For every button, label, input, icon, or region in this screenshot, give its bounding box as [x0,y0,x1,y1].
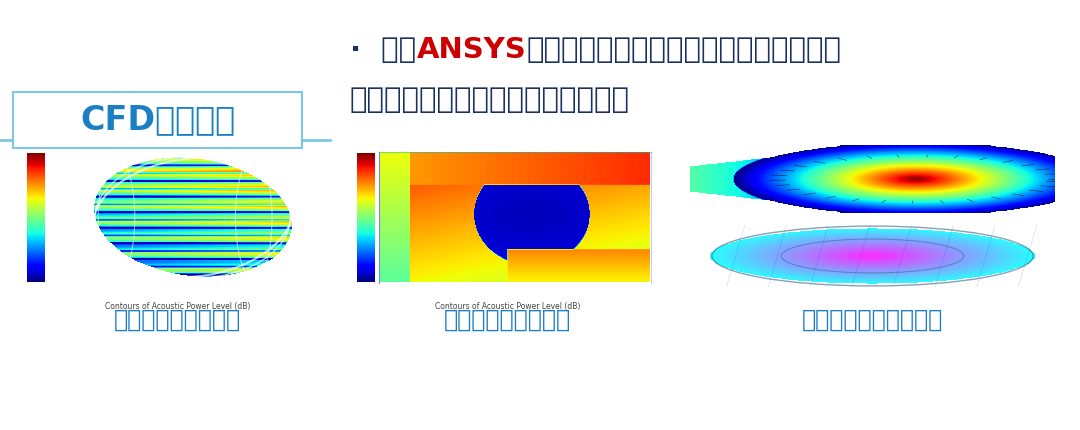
FancyBboxPatch shape [13,92,302,148]
Text: 风机内部截面速度分布: 风机内部截面速度分布 [801,308,943,332]
Text: 蜗壳表面噪声源分布: 蜗壳表面噪声源分布 [444,308,571,332]
Text: ANSYS: ANSYS [417,36,526,64]
Text: 风轮表面噪声源分布: 风轮表面噪声源分布 [113,308,241,332]
Text: Contours of Acoustic Power Level (dB): Contours of Acoustic Power Level (dB) [105,302,251,311]
Text: Contours of Acoustic Power Level (dB): Contours of Acoustic Power Level (dB) [435,302,580,311]
Text: ·: · [350,36,372,64]
Text: 叶片角度等分析，找出最优的方案。: 叶片角度等分析，找出最优的方案。 [350,86,630,114]
Text: 仿真模拟，针对不同距离、不同叶片数、: 仿真模拟，针对不同距离、不同叶片数、 [526,36,841,64]
Text: CFD模拟分析: CFD模拟分析 [80,104,235,136]
Text: 采用: 采用 [372,36,417,64]
